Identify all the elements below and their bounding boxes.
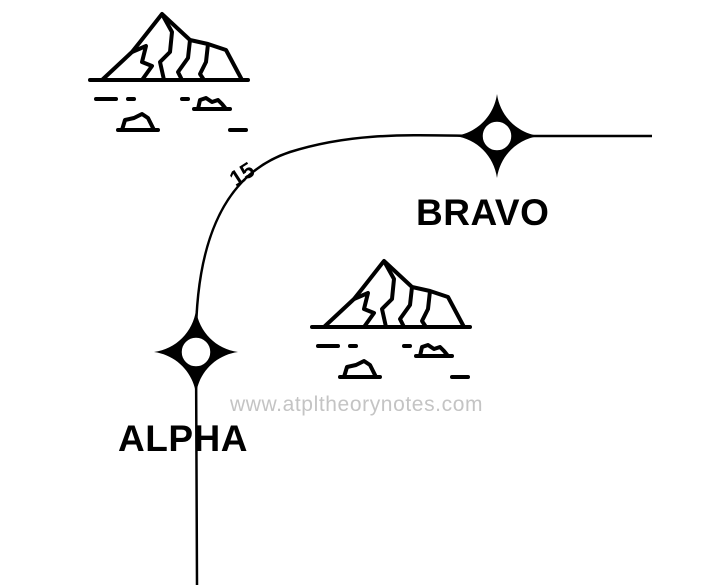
waypoint-label-alpha: ALPHA (118, 418, 248, 459)
route-track-line (194, 134, 652, 586)
mountain-icon (88, 12, 250, 132)
mountain-icon (310, 259, 472, 379)
bravo-waypoint-icon (454, 93, 540, 179)
alpha-waypoint-icon (153, 309, 239, 395)
watermark-text: www.atpltheorynotes.com (230, 393, 484, 416)
waypoint-label-bravo: BRAVO (416, 192, 550, 233)
